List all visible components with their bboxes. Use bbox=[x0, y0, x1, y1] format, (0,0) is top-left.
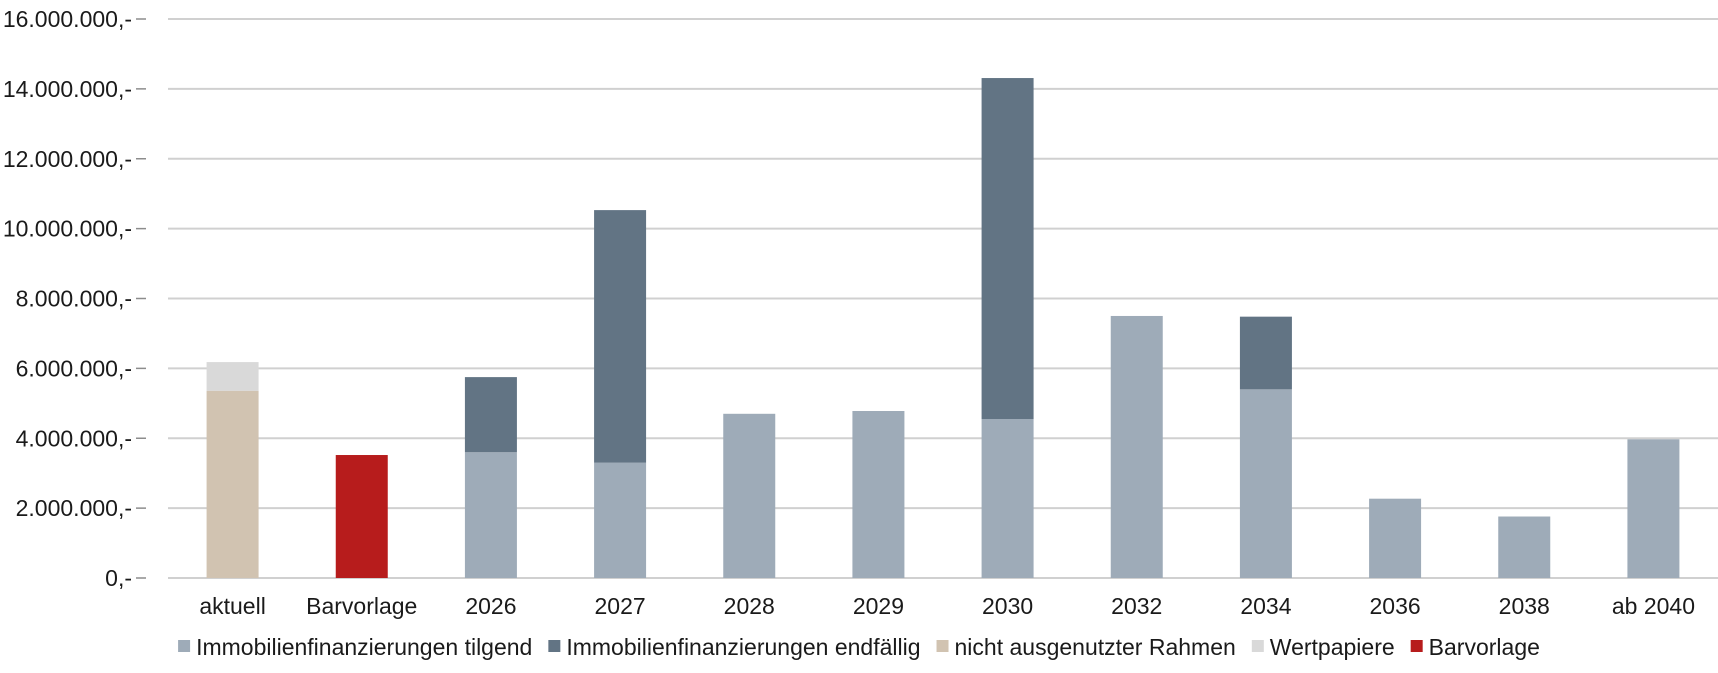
bar-7-0 bbox=[1110, 315, 1163, 578]
legend-item: Barvorlage bbox=[1410, 634, 1540, 660]
bar-8-0 bbox=[1239, 389, 1292, 578]
y-tick-label: 2.000.000,- bbox=[16, 495, 132, 521]
x-tick-label: Barvorlage bbox=[306, 593, 417, 619]
legend-item: nicht ausgenutzter Rahmen bbox=[936, 634, 1236, 660]
y-tick-label: 6.000.000,- bbox=[16, 355, 132, 381]
legend-item: Wertpapiere bbox=[1251, 634, 1395, 660]
bar-2-1 bbox=[464, 377, 517, 453]
bar-10-0 bbox=[1498, 516, 1551, 578]
legend-label: Wertpapiere bbox=[1270, 634, 1395, 660]
x-tick-label: 2032 bbox=[1111, 593, 1162, 619]
legend-item: Immobilienfinanzierungen tilgend bbox=[178, 634, 532, 660]
y-tick-label: 16.000.000,- bbox=[3, 6, 132, 32]
legend-swatch bbox=[936, 640, 949, 652]
y-tick-label: 0,- bbox=[105, 565, 132, 591]
x-tick-label: 2026 bbox=[465, 593, 516, 619]
bar-8-1 bbox=[1239, 316, 1292, 390]
x-tick-label: ab 2040 bbox=[1612, 593, 1695, 619]
bar-6-0 bbox=[981, 419, 1034, 578]
x-tick-label: 2036 bbox=[1369, 593, 1420, 619]
legend-swatch bbox=[1251, 640, 1264, 652]
bar-1-4 bbox=[335, 455, 388, 578]
legend-label: nicht ausgenutzter Rahmen bbox=[955, 634, 1236, 660]
bar-3-0 bbox=[594, 462, 647, 578]
legend-label: Immobilienfinanzierungen endfällig bbox=[566, 634, 920, 660]
x-tick-label: 2029 bbox=[853, 593, 904, 619]
x-tick-label: 2030 bbox=[982, 593, 1033, 619]
bar-11-0 bbox=[1627, 439, 1680, 578]
bar-4-0 bbox=[723, 413, 776, 578]
y-axis-ticks: 0,- 2.000.000,- 4.000.000,- 6.000.000,- 8.00… bbox=[3, 6, 146, 591]
x-tick-label: aktuell bbox=[199, 593, 265, 619]
y-tick-label: 4.000.000,- bbox=[16, 425, 132, 451]
x-tick-label: 2027 bbox=[594, 593, 645, 619]
y-tick-label: 14.000.000,- bbox=[3, 76, 132, 102]
bars bbox=[206, 78, 1680, 578]
bar-9-0 bbox=[1369, 498, 1422, 578]
y-tick-label: 8.000.000,- bbox=[16, 286, 132, 312]
bar-5-0 bbox=[852, 410, 905, 578]
x-axis-ticks: aktuell Barvorlage 2026 2027 2028 2029 2030 203… bbox=[199, 593, 1695, 619]
y-tick-label: 12.000.000,- bbox=[3, 146, 132, 172]
x-tick-label: 2038 bbox=[1499, 593, 1550, 619]
legend: Immobilienfinanzierungen tilgend Immobili… bbox=[178, 634, 1540, 660]
legend-swatch bbox=[178, 640, 191, 652]
y-tick-label: 10.000.000,- bbox=[3, 216, 132, 242]
bar-0-3 bbox=[206, 362, 259, 391]
legend-label: Immobilienfinanzierungen tilgend bbox=[196, 634, 532, 660]
gridlines bbox=[168, 18, 1718, 579]
legend-item: Immobilienfinanzierungen endfällig bbox=[548, 634, 921, 660]
bar-2-0 bbox=[464, 452, 517, 578]
x-tick-label: 2028 bbox=[724, 593, 775, 619]
x-tick-label: 2034 bbox=[1240, 593, 1291, 619]
legend-swatch bbox=[1410, 640, 1423, 652]
bar-0-2 bbox=[206, 390, 259, 578]
legend-label: Barvorlage bbox=[1429, 634, 1540, 660]
bar-3-1 bbox=[594, 210, 647, 463]
legend-swatch bbox=[548, 640, 561, 652]
bar-6-1 bbox=[981, 78, 1034, 420]
